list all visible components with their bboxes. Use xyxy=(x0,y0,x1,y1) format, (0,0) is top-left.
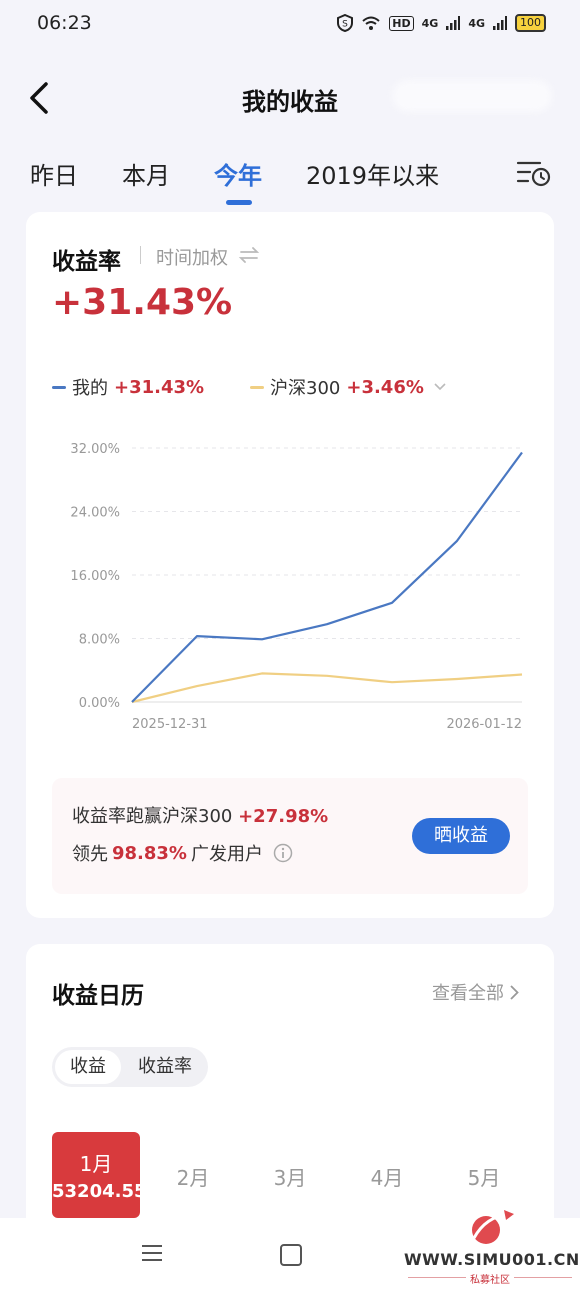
chevron-down-icon[interactable] xyxy=(434,383,446,391)
redacted-area xyxy=(392,80,552,112)
returns-chart: 32.00% 24.00% 16.00% 8.00% 0.00% 2025-12-31 20… xyxy=(70,442,523,732)
time-weighted-toggle[interactable]: 时间加权 xyxy=(156,248,228,269)
hd-indicator: HD xyxy=(389,15,414,31)
y-tick-label: 32.00% xyxy=(70,442,120,457)
system-nav-bar: WWW.SIMU001.CN 私募社区 xyxy=(0,1210,580,1289)
month-item[interactable]: 4月 xyxy=(343,1132,431,1218)
active-tab-indicator xyxy=(226,200,252,205)
view-all-label: 查看全部 xyxy=(432,983,504,1004)
watermark-sub: 私募社区 xyxy=(466,1275,514,1286)
legend-value: +31.43% xyxy=(114,376,205,398)
lead-users-text: 领先 98.83% 广发用户 xyxy=(72,840,293,866)
tab-this-year[interactable]: 今年 xyxy=(214,162,262,190)
month-label: 5月 xyxy=(467,1166,501,1190)
returns-card: 收益率 时间加权 +31.43% 我的 +31.43% 沪深300 +3.46%… xyxy=(26,212,554,918)
lead-value: 98.83% xyxy=(112,842,187,864)
chevron-right-icon xyxy=(510,984,519,1000)
y-tick-label: 16.00% xyxy=(70,569,120,584)
tab-this-month[interactable]: 本月 xyxy=(122,162,170,190)
wifi-icon xyxy=(362,16,380,30)
return-rate-value: +31.43% xyxy=(52,282,233,323)
chevron-left-icon xyxy=(30,82,48,114)
watermark-logo-icon xyxy=(472,1210,514,1244)
month-label: 2月 xyxy=(176,1166,210,1190)
signal-bars-icon xyxy=(493,16,507,30)
calendar-title: 收益日历 xyxy=(52,983,144,1009)
info-icon[interactable] xyxy=(273,843,293,863)
signal-bars-icon xyxy=(446,16,461,30)
comparison-box: 收益率跑赢沪深300 +27.98% 领先 98.83% 广发用户 晒收益 xyxy=(52,778,528,894)
legend-swatch xyxy=(52,385,66,389)
y-tick-label: 24.00% xyxy=(70,506,120,521)
home-button[interactable] xyxy=(280,1244,302,1266)
y-tick-label: 8.00% xyxy=(79,633,120,648)
share-returns-button[interactable]: 晒收益 xyxy=(412,818,510,854)
segment-earnings[interactable]: 收益 xyxy=(55,1050,121,1084)
beat-value: +27.98% xyxy=(238,806,329,827)
tab-since-2019[interactable]: 2019年以来 xyxy=(306,162,440,190)
series-line xyxy=(131,672,523,704)
divider xyxy=(140,246,141,264)
x-tick-label: 2026-01-12 xyxy=(446,717,522,732)
x-tick-label: 2025-12-31 xyxy=(132,717,208,732)
lead-suffix: 广发用户 xyxy=(190,844,263,865)
view-all-link[interactable]: 查看全部 xyxy=(432,979,519,1005)
status-time: 06:23 xyxy=(37,12,92,34)
month-label: 4月 xyxy=(370,1166,404,1190)
lead-prefix: 领先 xyxy=(72,844,108,865)
series-line xyxy=(131,451,523,703)
legend-mine: 我的 +31.43% xyxy=(52,374,204,400)
month-item[interactable]: 3月 xyxy=(246,1132,334,1218)
page-title: 我的收益 xyxy=(242,88,338,116)
history-list-icon[interactable] xyxy=(516,158,552,188)
return-rate-title: 收益率 xyxy=(52,249,121,275)
legend-label: 我的 xyxy=(72,378,108,399)
signal-4g-2: 4G xyxy=(468,16,485,30)
month-value: 53204.55 xyxy=(52,1181,147,1202)
beat-label: 收益率跑赢沪深300 xyxy=(72,806,233,827)
menu-icon[interactable] xyxy=(142,1244,162,1262)
status-bar: 06:23 S HD 4G 4G 100 xyxy=(0,0,580,50)
legend-index[interactable]: 沪深300 +3.46% xyxy=(250,374,446,400)
legend-value: +3.46% xyxy=(346,376,424,398)
swap-icon[interactable] xyxy=(238,246,260,264)
month-label: 1月 xyxy=(79,1152,113,1176)
signal-4g-1: 4G xyxy=(421,16,439,30)
legend-label: 沪深300 xyxy=(270,378,341,399)
segment-return-rate[interactable]: 收益率 xyxy=(138,1056,192,1077)
month-selector: 1月 53204.55 2月 3月 4月 5月 xyxy=(52,1132,528,1222)
month-item[interactable]: 5月 xyxy=(440,1132,528,1218)
y-tick-label: 0.00% xyxy=(79,696,120,711)
month-item[interactable]: 1月 53204.55 xyxy=(52,1132,147,1218)
month-label: 3月 xyxy=(273,1166,307,1190)
watermark-site: WWW.SIMU001.CN xyxy=(404,1250,580,1269)
battery-indicator: 100 xyxy=(515,14,546,32)
status-icons: S HD 4G 4G 100 xyxy=(337,14,546,32)
back-button[interactable] xyxy=(26,78,56,118)
calendar-mode-toggle: 收益 收益率 xyxy=(52,1047,208,1087)
legend-swatch xyxy=(250,385,264,389)
returns-calendar-card: 收益日历 查看全部 收益 收益率 1月 53204.55 2月 3月 4月 5月 xyxy=(26,944,554,1244)
month-item[interactable]: 2月 xyxy=(149,1132,237,1218)
shield-icon: S xyxy=(337,14,354,32)
tab-yesterday[interactable]: 昨日 xyxy=(30,162,78,190)
svg-text:S: S xyxy=(342,20,348,30)
beat-index-text: 收益率跑赢沪深300 +27.98% xyxy=(72,802,328,828)
